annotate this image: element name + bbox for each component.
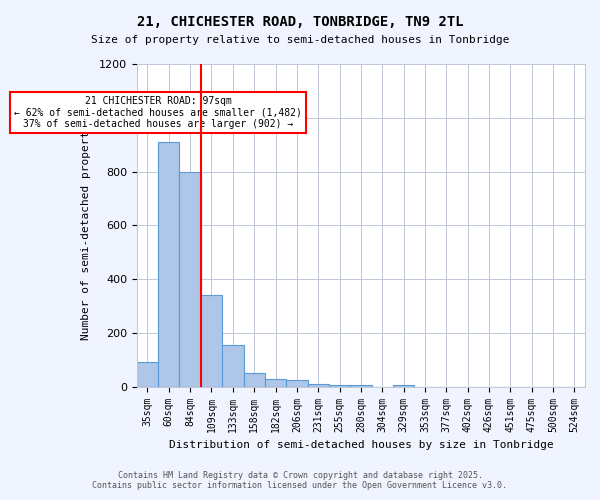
Bar [179,172,201,386]
Bar [244,373,265,386]
Text: Size of property relative to semi-detached houses in Tonbridge: Size of property relative to semi-detach… [91,35,509,45]
Text: 21 CHICHESTER ROAD: 97sqm
← 62% of semi-detached houses are smaller (1,482)
37% : 21 CHICHESTER ROAD: 97sqm ← 62% of semi-… [14,96,302,130]
Bar [286,380,308,386]
Bar [158,142,179,386]
Y-axis label: Number of semi-detached properties: Number of semi-detached properties [80,110,91,340]
Bar [393,384,414,386]
Bar [137,362,158,386]
Text: 21, CHICHESTER ROAD, TONBRIDGE, TN9 2TL: 21, CHICHESTER ROAD, TONBRIDGE, TN9 2TL [137,15,463,29]
Bar [308,384,329,386]
Bar [265,378,286,386]
X-axis label: Distribution of semi-detached houses by size in Tonbridge: Distribution of semi-detached houses by … [169,440,553,450]
Bar [222,345,244,387]
Bar [201,296,222,386]
Text: Contains HM Land Registry data © Crown copyright and database right 2025.
Contai: Contains HM Land Registry data © Crown c… [92,470,508,490]
